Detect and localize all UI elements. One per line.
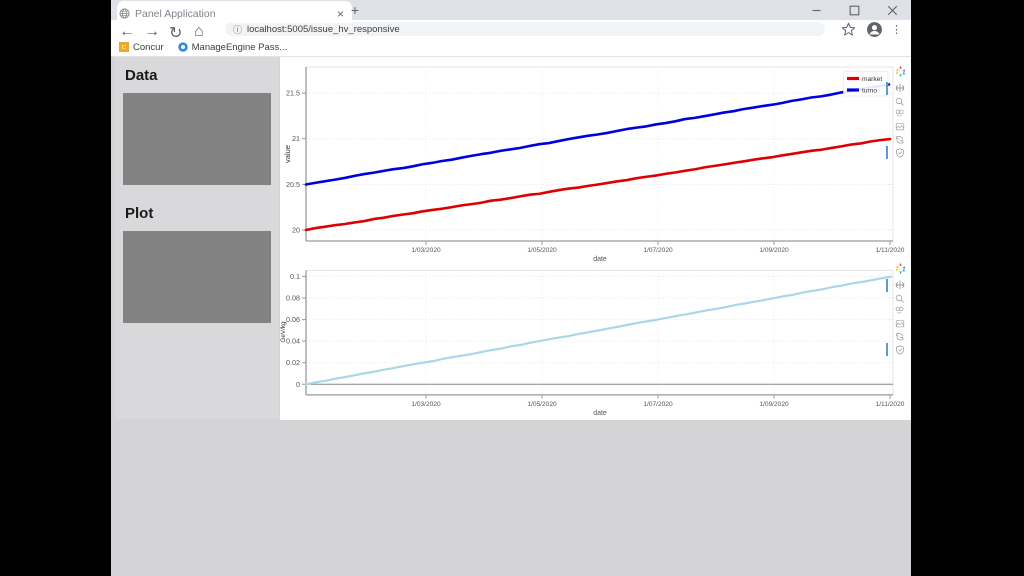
- svg-text:21: 21: [292, 134, 300, 143]
- svg-text:0.06: 0.06: [286, 315, 300, 324]
- svg-text:0.02: 0.02: [286, 358, 300, 367]
- svg-text:market: market: [862, 76, 882, 83]
- svg-text:1/05/2020: 1/05/2020: [527, 401, 557, 408]
- svg-text:1/07/2020: 1/07/2020: [643, 401, 673, 408]
- svg-text:1/09/2020: 1/09/2020: [759, 401, 789, 408]
- svg-text:turno: turno: [862, 87, 877, 94]
- svg-text:1/03/2020: 1/03/2020: [411, 247, 441, 254]
- svg-text:1/11/2020: 1/11/2020: [876, 401, 905, 408]
- svg-text:1/09/2020: 1/09/2020: [759, 247, 789, 254]
- svg-text:1/03/2020: 1/03/2020: [411, 401, 441, 408]
- svg-text:1/05/2020: 1/05/2020: [527, 247, 557, 254]
- svg-text:0: 0: [296, 380, 300, 389]
- svg-text:GeV/kg: GeV/kg: [280, 321, 287, 342]
- svg-text:0.04: 0.04: [286, 337, 300, 346]
- svg-text:date: date: [593, 410, 607, 417]
- svg-text:0.1: 0.1: [290, 272, 300, 281]
- svg-text:C: C: [122, 45, 126, 51]
- svg-text:0.08: 0.08: [286, 294, 300, 303]
- svg-text:1/11/2020: 1/11/2020: [876, 247, 905, 254]
- svg-text:21.5: 21.5: [286, 89, 300, 98]
- svg-text:20: 20: [292, 225, 300, 234]
- svg-text:value: value: [283, 145, 292, 163]
- svg-text:20.5: 20.5: [286, 180, 300, 189]
- svg-text:1/07/2020: 1/07/2020: [643, 247, 673, 254]
